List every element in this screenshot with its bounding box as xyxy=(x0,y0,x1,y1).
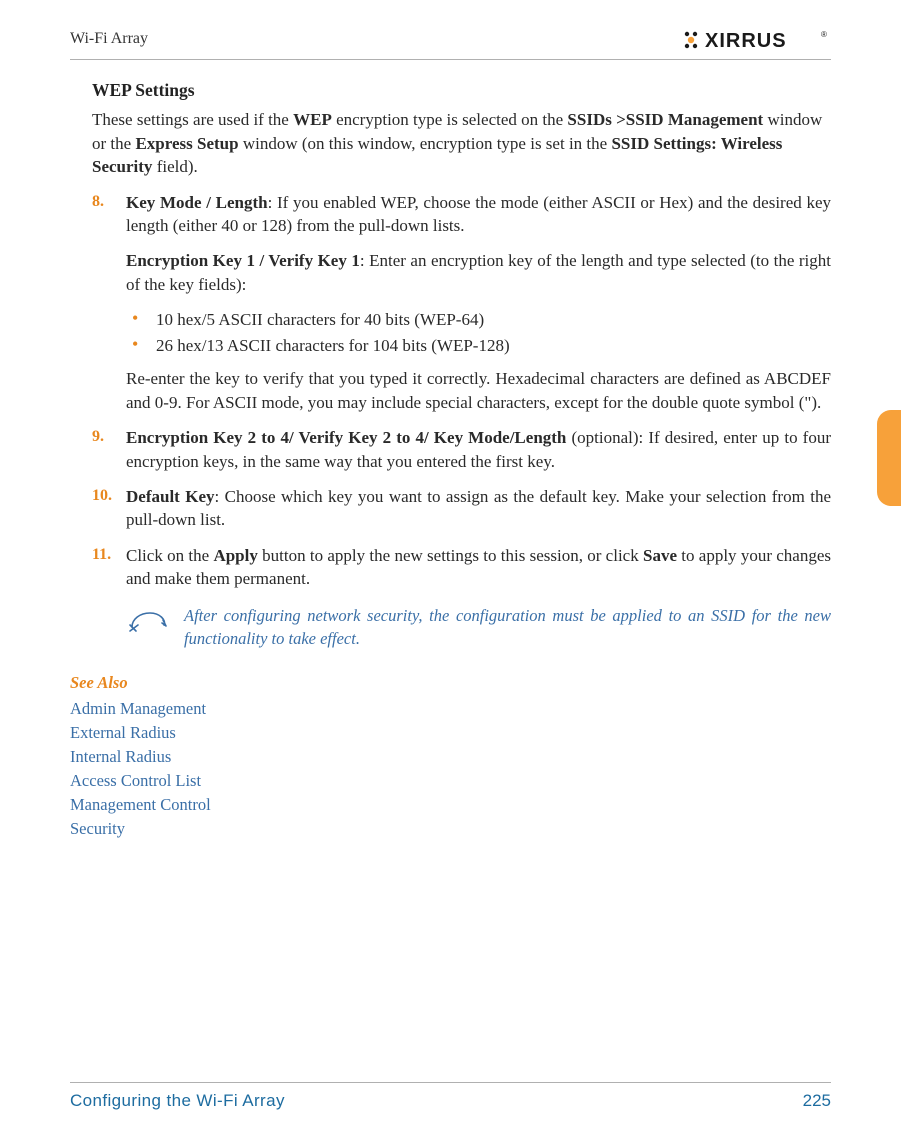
paragraph: Re-enter the key to verify that you type… xyxy=(126,367,831,414)
text: 10 hex/5 ASCII characters for 40 bits (W… xyxy=(156,310,484,329)
list-item: 10 hex/5 ASCII characters for 40 bits (W… xyxy=(126,308,831,331)
step-10: 10. Default Key: Choose which key you wa… xyxy=(92,485,831,532)
xirrus-logo-icon: XIRRUS ® xyxy=(681,27,831,53)
note-text: After configuring network security, the … xyxy=(184,605,831,651)
see-also-link[interactable]: Security xyxy=(70,817,831,841)
text-bold: SSIDs >SSID Management xyxy=(567,110,763,129)
text: 26 hex/13 ASCII characters for 104 bits … xyxy=(156,336,510,355)
text: encryption type is selected on the xyxy=(332,110,568,129)
text-bold: Default Key xyxy=(126,487,215,506)
see-also-links: Admin Management External Radius Interna… xyxy=(70,697,831,841)
text: button to apply the new settings to this… xyxy=(258,546,643,565)
bullet-list: 10 hex/5 ASCII characters for 40 bits (W… xyxy=(126,308,831,357)
page-header: Wi-Fi Array XIRRUS ® xyxy=(70,20,831,60)
text: : Choose which key you want to assign as… xyxy=(126,487,831,529)
step-body: Encryption Key 2 to 4/ Verify Key 2 to 4… xyxy=(126,426,831,473)
svg-text:XIRRUS: XIRRUS xyxy=(705,30,787,52)
footer-section-title: Configuring the Wi-Fi Array xyxy=(70,1089,285,1112)
note-callout: After configuring network security, the … xyxy=(126,605,831,651)
see-also-link[interactable]: Management Control xyxy=(70,793,831,817)
text-bold: WEP xyxy=(293,110,332,129)
step-number: 9. xyxy=(92,426,126,473)
text-bold: Key Mode / Length xyxy=(126,193,268,212)
text-bold: Encryption Key 2 to 4/ Verify Key 2 to 4… xyxy=(126,428,566,447)
step-11: 11. Click on the Apply button to apply t… xyxy=(92,544,831,591)
see-also-heading: See Also xyxy=(70,672,831,695)
see-also-link[interactable]: Access Control List xyxy=(70,769,831,793)
step-number: 8. xyxy=(92,191,126,415)
see-also: See Also Admin Management External Radiu… xyxy=(92,672,831,840)
see-also-link[interactable]: Admin Management xyxy=(70,697,831,721)
note-icon xyxy=(126,605,184,651)
step-number: 10. xyxy=(92,485,126,532)
see-also-link[interactable]: External Radius xyxy=(70,721,831,745)
text: These settings are used if the xyxy=(92,110,293,129)
brand-logo: XIRRUS ® xyxy=(681,27,831,53)
svg-text:®: ® xyxy=(821,30,827,39)
step-body: Default Key: Choose which key you want t… xyxy=(126,485,831,532)
text-bold: Encryption Key 1 / Verify Key 1 xyxy=(126,251,360,270)
text: window (on this window, encryption type … xyxy=(239,134,612,153)
text-bold: Apply xyxy=(213,546,257,565)
paragraph: Encryption Key 1 / Verify Key 1: Enter a… xyxy=(126,249,831,296)
step-number: 11. xyxy=(92,544,126,591)
paragraph: Default Key: Choose which key you want t… xyxy=(126,485,831,532)
step-body: Click on the Apply button to apply the n… xyxy=(126,544,831,591)
header-title: Wi-Fi Array xyxy=(70,28,148,50)
thumb-tab xyxy=(877,410,901,506)
paragraph: Click on the Apply button to apply the n… xyxy=(126,544,831,591)
section-intro: These settings are used if the WEP encry… xyxy=(92,108,831,178)
paragraph: Encryption Key 2 to 4/ Verify Key 2 to 4… xyxy=(126,426,831,473)
text-bold: Express Setup xyxy=(135,134,238,153)
text: Click on the xyxy=(126,546,213,565)
step-8: 8. Key Mode / Length: If you enabled WEP… xyxy=(92,191,831,415)
page-footer: Configuring the Wi-Fi Array 225 xyxy=(70,1082,831,1112)
text: field). xyxy=(152,157,197,176)
step-9: 9. Encryption Key 2 to 4/ Verify Key 2 t… xyxy=(92,426,831,473)
step-body: Key Mode / Length: If you enabled WEP, c… xyxy=(126,191,831,415)
text-bold: Save xyxy=(643,546,677,565)
section-heading: WEP Settings xyxy=(92,78,831,102)
see-also-link[interactable]: Internal Radius xyxy=(70,745,831,769)
page-number: 225 xyxy=(803,1089,831,1112)
page-body: WEP Settings These settings are used if … xyxy=(0,78,901,1072)
list-item: 26 hex/13 ASCII characters for 104 bits … xyxy=(126,334,831,357)
paragraph: Key Mode / Length: If you enabled WEP, c… xyxy=(126,191,831,238)
page: Wi-Fi Array XIRRUS ® WEP Settings These … xyxy=(0,0,901,1136)
